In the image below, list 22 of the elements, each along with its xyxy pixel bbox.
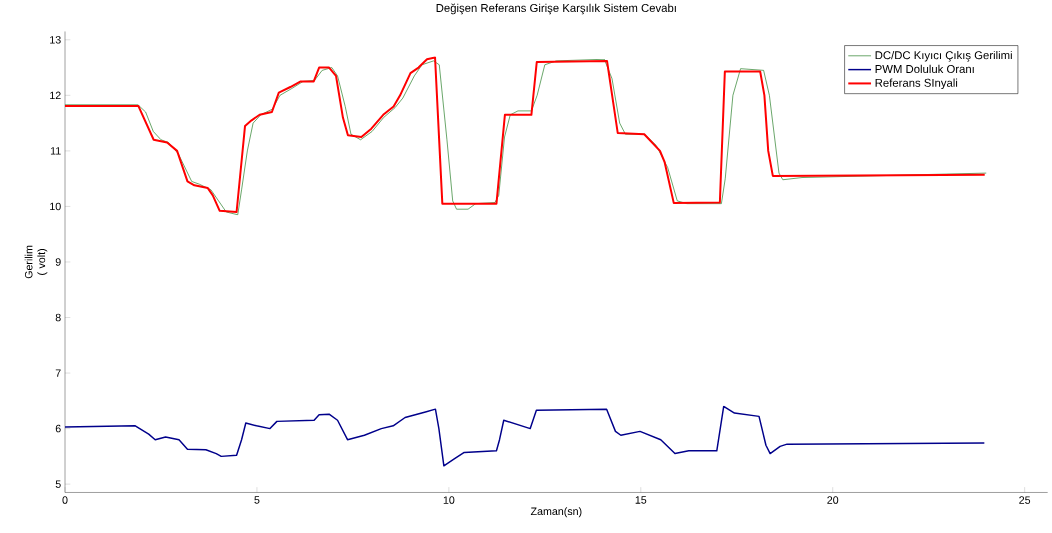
x-tick-label: 5 bbox=[254, 496, 260, 504]
x-tick-label: 0 bbox=[62, 496, 68, 504]
x-tick-label: 10 bbox=[443, 496, 455, 504]
y-tick-label: 5 bbox=[55, 480, 61, 488]
x-tick-label: 20 bbox=[827, 496, 839, 504]
chart-title: Değişen Referans Girişe Karşılık Sistem Cevabı bbox=[436, 3, 676, 15]
y-tick-label: 12 bbox=[50, 91, 61, 99]
line-series bbox=[65, 405, 986, 467]
y-tick-label: 6 bbox=[55, 424, 61, 433]
legend-label: Referans SInyali bbox=[875, 78, 958, 89]
y-tick-label: 11 bbox=[50, 146, 61, 155]
y-tick-label: 9 bbox=[55, 257, 61, 266]
y-tick-label: 10 bbox=[50, 202, 61, 210]
legend-label: PWM Doluluk Oranı bbox=[875, 64, 974, 73]
y-axis-title: Gerilim ( volt) bbox=[24, 245, 48, 279]
y-tick-label: 13 bbox=[50, 35, 61, 44]
legend-label: DC/DC Kıyıcı Çıkış Gerilimi bbox=[875, 50, 1012, 62]
x-tick-label: 15 bbox=[635, 496, 647, 504]
y-tick-label: 8 bbox=[55, 313, 61, 322]
x-axis-title: Zaman(sn) bbox=[530, 506, 582, 517]
y-tick-label: 7 bbox=[55, 369, 61, 377]
x-tick-label: 25 bbox=[1019, 496, 1031, 504]
